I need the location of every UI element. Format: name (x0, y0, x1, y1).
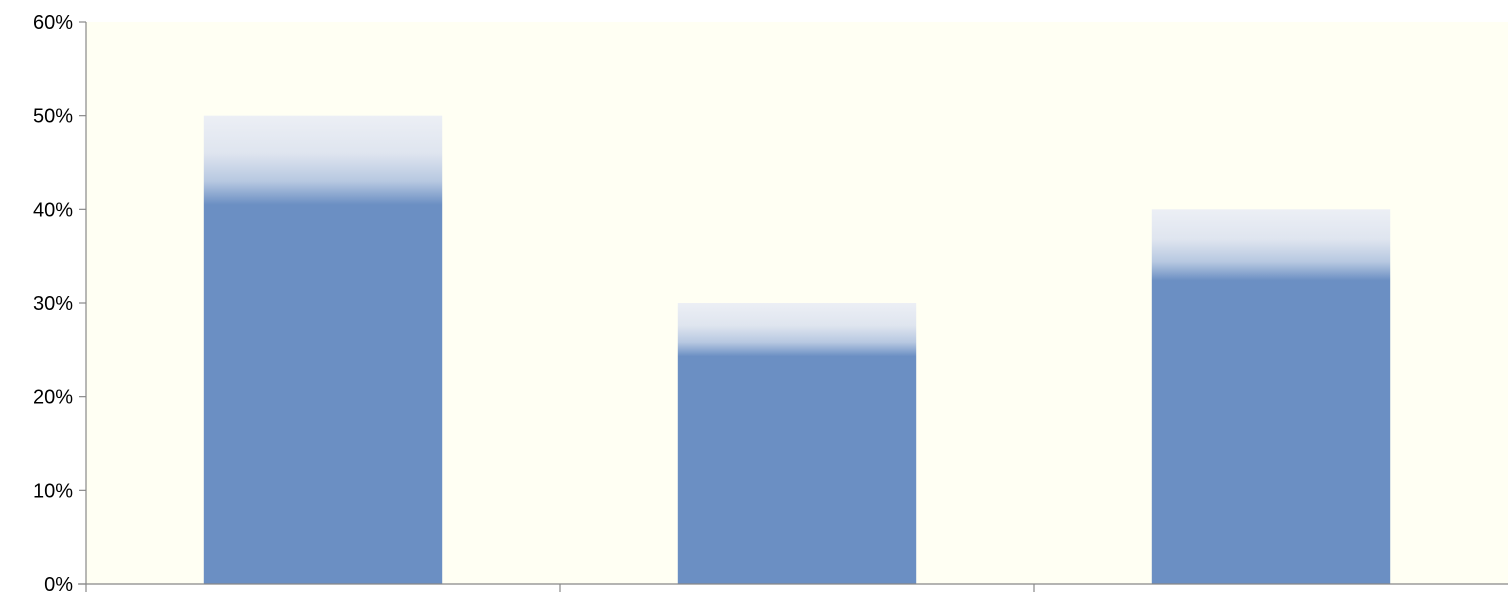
y-tick-label: 60% (33, 12, 73, 34)
bar-series (203, 115, 1391, 585)
bar-3 (1151, 209, 1391, 585)
axes (78, 22, 1508, 592)
bar-2 (677, 303, 917, 584)
y-tick-label: 10% (33, 480, 73, 502)
y-tick-label: 0% (44, 574, 73, 592)
y-tick-label: 40% (33, 199, 73, 221)
y-tick-label: 30% (33, 293, 73, 315)
y-tick-label: 50% (33, 106, 73, 128)
y-tick-label: 20% (33, 387, 73, 409)
bar-1 (203, 115, 443, 585)
y-axis-ticks: 0% 10% 20% 30% 40% 50% 60% (33, 12, 86, 592)
